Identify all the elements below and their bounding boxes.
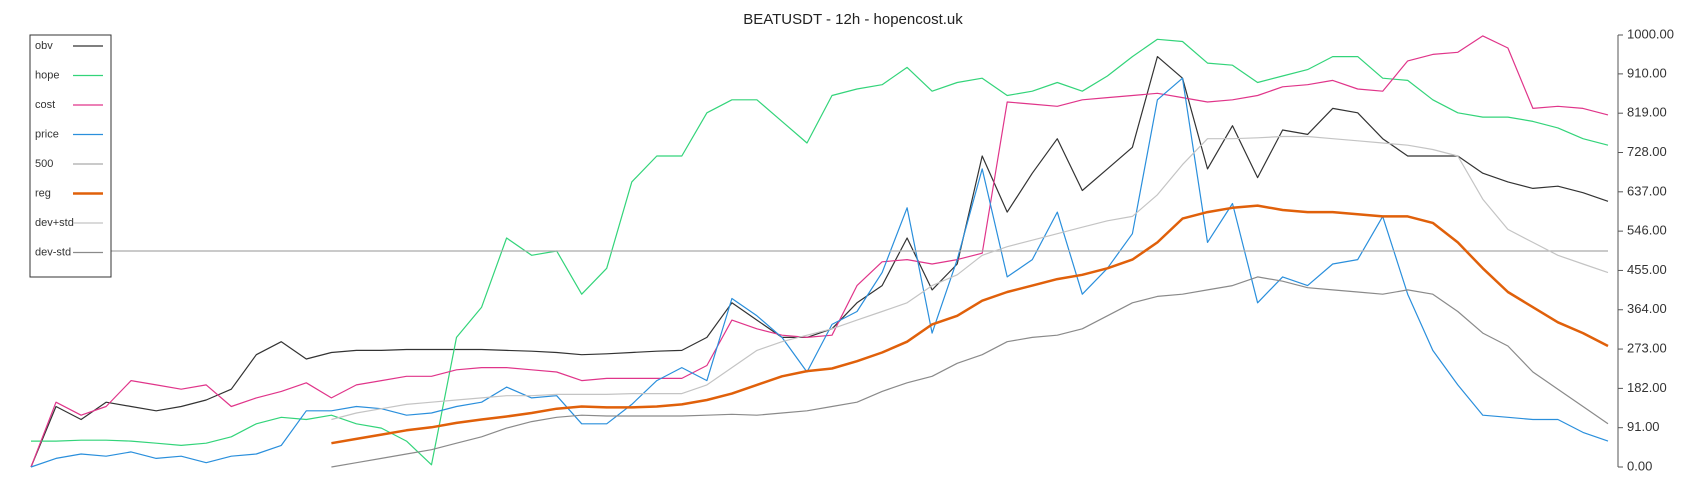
legend-label: cost — [35, 99, 55, 111]
legend-label: hope — [35, 69, 59, 81]
y-tick-label: 910.00 — [1627, 65, 1667, 80]
legend-label: obv — [35, 40, 53, 52]
series-line — [31, 38, 1609, 466]
y-tick-label: 637.00 — [1627, 183, 1667, 198]
series-line — [331, 204, 1609, 445]
y-tick-label: 728.00 — [1627, 144, 1667, 159]
y-tick-label: 455.00 — [1627, 262, 1667, 277]
legend-label: price — [35, 128, 59, 140]
legend-label: reg — [35, 187, 51, 199]
y-tick-label: 182.00 — [1627, 380, 1667, 395]
series-line — [30, 56, 1609, 468]
series-line — [331, 135, 1609, 421]
y-tick-label: 819.00 — [1627, 105, 1667, 120]
legend: obv hope cost price 500 reg dev+std dev-std — [29, 34, 112, 278]
y-tick-label: 273.00 — [1627, 341, 1667, 356]
chart-title: BEATUSDT - 12h - hopencost.uk — [743, 11, 963, 28]
y-tick-label: 546.00 — [1627, 223, 1667, 238]
legend-label: dev+std — [35, 217, 74, 229]
series-line — [331, 276, 1609, 468]
y-tick-label: 0.00 — [1627, 458, 1652, 473]
plot-area: 0.00 91.00 182.00 273.00 364.00 455.00 546.00 6… — [30, 26, 1674, 473]
y-tick-label: 364.00 — [1627, 301, 1667, 316]
legend-label: dev-std — [35, 246, 71, 258]
y-tick-label: 1000.00 — [1627, 26, 1674, 41]
series-line — [30, 77, 1609, 468]
y-tick-label: 91.00 — [1627, 419, 1660, 434]
series-line — [30, 35, 1609, 468]
legend-label: 500 — [35, 158, 53, 170]
